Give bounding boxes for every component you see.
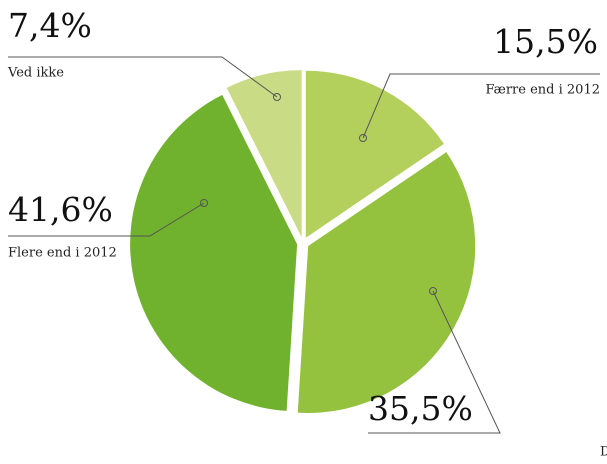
leader-dot: [429, 287, 437, 295]
leader-dot: [200, 199, 208, 207]
pie-slice: [226, 70, 302, 238]
leader-dot: [359, 134, 367, 142]
leader-line: [8, 202, 205, 237]
leader-line: [362, 73, 600, 139]
value-label: 15,5%: [493, 22, 598, 61]
pie-slice: [130, 94, 298, 411]
category-label: Flere end i 2012: [8, 246, 117, 261]
category-label: Det samme antal som 2012: [600, 445, 607, 460]
pie-slice: [305, 70, 444, 238]
leader-line: [368, 290, 501, 434]
leader-line: [8, 56, 278, 98]
pie-slice: [297, 152, 476, 413]
value-label: 41,6%: [8, 190, 113, 229]
category-label: Ved ikke: [7, 66, 64, 81]
value-label: 7,4%: [8, 6, 92, 45]
leader-dot: [273, 93, 281, 101]
category-label: Færre end i 2012: [485, 83, 600, 98]
value-label: 35,5%: [368, 389, 473, 428]
